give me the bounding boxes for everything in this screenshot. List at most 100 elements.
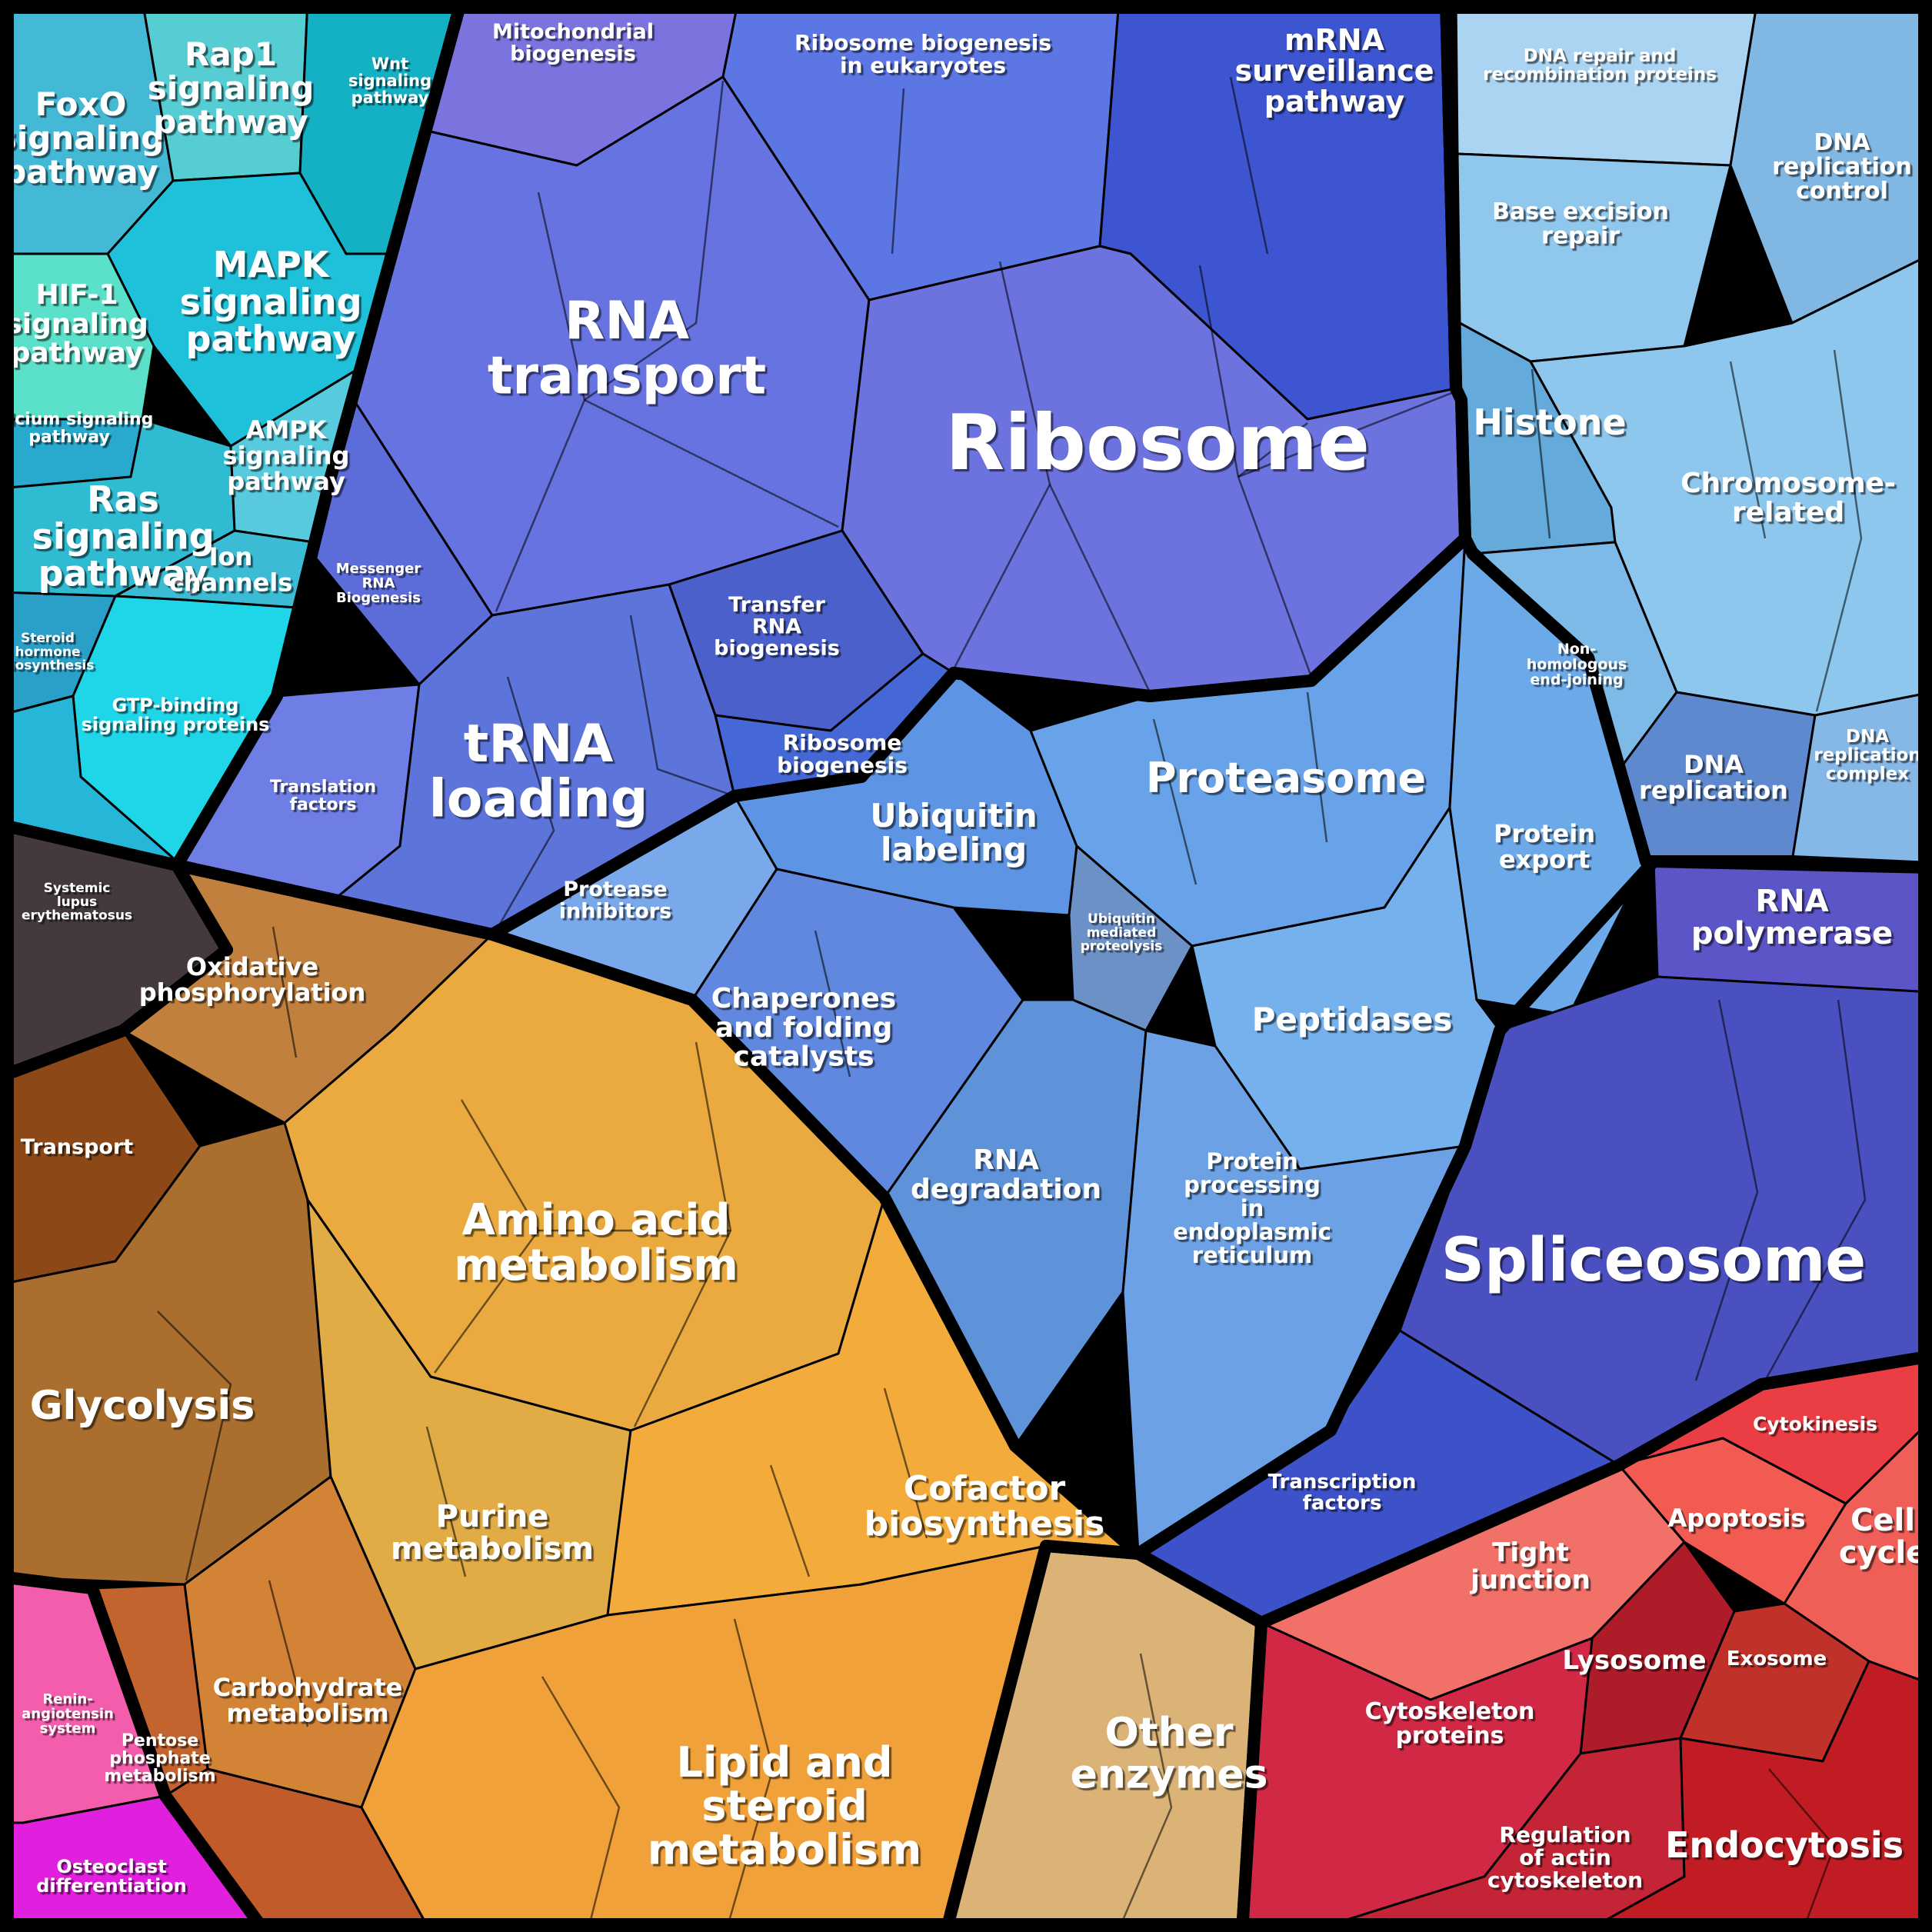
subcell-line — [769, 1464, 811, 1577]
region-label-messenger: Messenger RNA Biogenesis — [336, 561, 421, 606]
subcell-line — [271, 926, 298, 1058]
region-label-otherenz: Other enzymes — [1071, 1710, 1268, 1798]
region-label-transcription: Transcription factors — [1268, 1471, 1417, 1514]
subcell-line — [1768, 1768, 1836, 1930]
region-label-ampk: AMPK signaling pathway — [223, 415, 350, 496]
region-label-steroid: Steroid hormone biosynthesis — [2, 631, 95, 674]
subcell-line — [1306, 691, 1328, 843]
region-ubimed[interactable] — [1068, 844, 1194, 1032]
subcell-divider-lines — [157, 76, 1867, 1930]
region-label-calcium: Calcium signaling pathway — [0, 410, 153, 447]
region-label-lysosome: Lysosome — [1562, 1645, 1706, 1676]
subcell-line — [883, 1387, 928, 1539]
region-label-wnt: Wnt signaling pathway — [348, 55, 431, 107]
subcell-line — [1237, 422, 1308, 478]
region-label-transport: Transport — [21, 1135, 133, 1159]
region-tealfill[interactable] — [0, 695, 178, 863]
subcell-line — [1048, 484, 1151, 693]
region-label-protease: Protease inhibitors — [559, 878, 671, 923]
region-lipid[interactable] — [360, 1544, 1048, 1932]
region-label-histone: Histone — [1473, 401, 1626, 443]
region-label-hif1: HIF-1 signaling pathway — [5, 279, 148, 369]
subcell-line — [584, 398, 839, 528]
region-label-amino: Amino acid metabolism — [454, 1195, 738, 1291]
subcell-line — [268, 1580, 309, 1727]
cluster-outline-6 — [0, 859, 1144, 1932]
subcell-line — [891, 88, 905, 255]
region-label-mito: Mitochondrial biogenesis — [492, 20, 654, 65]
subcell-line — [629, 615, 735, 798]
subcell-line — [1118, 1653, 1173, 1930]
region-label-chromosome: Chromosome-related — [1681, 468, 1896, 528]
subcell-line — [1237, 391, 1454, 478]
region-label-trna: tRNA loading — [429, 714, 648, 829]
region-label-cofactor: Cofactor biosynthesis — [864, 1469, 1105, 1544]
region-label-replcontrol: DNA replication control — [1772, 129, 1912, 205]
region-label-cellcycle: Cell cycle — [1839, 1503, 1927, 1571]
region-label-ubilabel: Ubiquitin labeling — [870, 797, 1037, 868]
region-hif1[interactable] — [0, 252, 155, 421]
region-label-cytokinesis: Cytokinesis — [1753, 1413, 1877, 1435]
region-label-osteoclast: Osteoclast differentiation — [36, 1856, 187, 1897]
cluster-outline-7 — [0, 1571, 271, 1932]
region-label-proteasome: Proteasome — [1146, 754, 1426, 802]
region-label-foxo: FoxO signaling pathway — [0, 85, 164, 191]
subcell-line — [1694, 999, 1759, 1381]
subcell-line — [1815, 349, 1863, 712]
subcell-line — [425, 1426, 467, 1577]
subcell-line — [1152, 718, 1198, 885]
region-endocytosis[interactable] — [1583, 1660, 1932, 1932]
subcell-line — [1764, 999, 1867, 1381]
region-label-endocytosis: Endocytosis — [1665, 1824, 1904, 1866]
subcell-line — [1729, 361, 1767, 539]
region-label-renin: Renin-angiotensin system — [22, 1691, 114, 1737]
region-label-transfer: Transfer RNA biogenesis — [714, 593, 840, 661]
region-label-nonhom: Non-homologous end-joining — [1527, 641, 1627, 688]
subcell-line — [1531, 368, 1551, 539]
subcell-line — [157, 1311, 232, 1581]
region-label-dnarepair: DNA repair and recombination proteins — [1483, 46, 1717, 85]
region-label-ribosome: Ribosome — [945, 398, 1370, 488]
region-label-spliceosome: Spliceosome — [1441, 1226, 1866, 1295]
subcell-line — [814, 930, 851, 1078]
region-label-lipid: Lipid and steroid metabolism — [648, 1738, 921, 1874]
region-label-transfactors: Translation factors — [270, 778, 376, 814]
region-label-rbe: Ribosome biogenesis in eukaryotes — [794, 30, 1051, 78]
region-label-mrnasurv: mRNA surveillance pathway — [1234, 23, 1434, 118]
region-label-tightjunction: Tight junction — [1469, 1537, 1591, 1596]
region-label-gtp: GTP-binding signaling proteins — [82, 695, 270, 735]
region-label-exosome: Exosome — [1727, 1647, 1827, 1671]
region-label-ribobiog: Ribosome biogenesis — [777, 730, 908, 778]
subcell-line — [725, 1618, 774, 1930]
region-label-rap1: Rap1 signaling pathway — [148, 35, 314, 141]
region-label-ras: Ras signaling pathway — [32, 478, 214, 595]
region-label-protproc: Protein processing in endoplasmic reticulum — [1173, 1148, 1331, 1268]
region-label-ion: Ion channels — [169, 542, 293, 598]
region-label-baseexcision: Base excision repair — [1492, 198, 1669, 250]
region-label-mapk: MAPK signaling pathway — [179, 244, 361, 360]
region-label-ubimed: Ubiquitin mediated proteolysis — [1081, 911, 1163, 954]
region-label-dnarepl: DNA replication — [1639, 750, 1788, 805]
region-label-lupus: Systemic lupus erythematosus — [22, 881, 132, 924]
region-label-regactin: Regulation of actin cytoskeleton — [1487, 1822, 1643, 1893]
region-baseexcision[interactable] — [1456, 152, 1732, 363]
region-label-oxphos: Oxidative phosphorylation — [139, 952, 366, 1008]
region-label-glycolysis: Glycolysis — [30, 1383, 255, 1429]
region-label-purine: Purine metabolism — [391, 1499, 594, 1567]
region-label-pentose: Pentose phosphate metabolism — [104, 1731, 215, 1786]
region-label-carb: Carbohydrate metabolism — [213, 1673, 403, 1728]
subcell-line — [1229, 76, 1269, 255]
region-label-peptidases: Peptidases — [1252, 1001, 1453, 1038]
cluster-outline-8 — [1236, 1350, 1932, 1932]
region-replcomplex[interactable] — [1790, 691, 1932, 869]
cluster-outline-9 — [940, 1540, 1267, 1932]
region-label-rnadeg: RNA degradation — [911, 1144, 1101, 1205]
region-label-rnatransport: RNA transport — [488, 291, 766, 406]
region-label-proteinexport: Protein export — [1494, 819, 1595, 874]
region-label-rnapoly: RNA polymerase — [1691, 884, 1893, 951]
